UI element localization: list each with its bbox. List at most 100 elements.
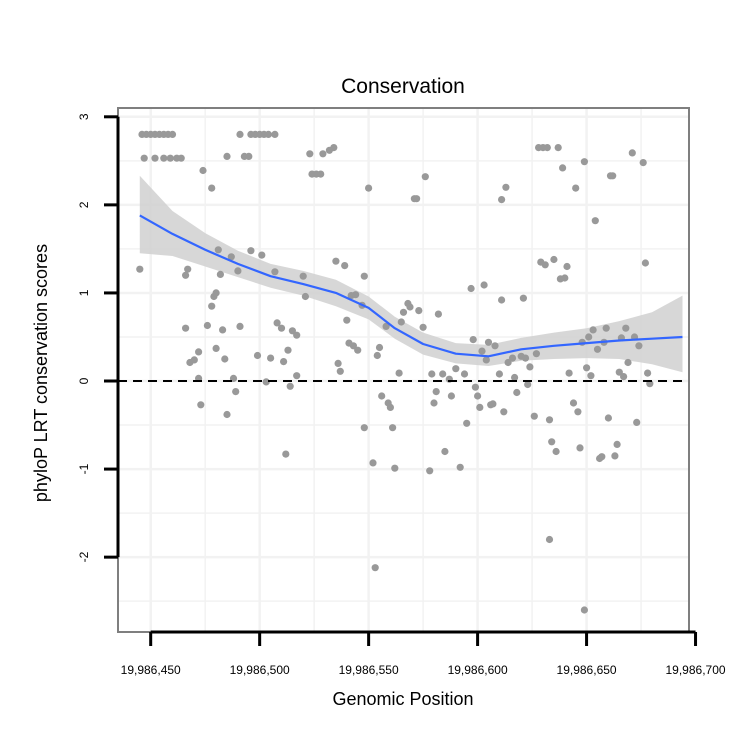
- data-point: [550, 255, 558, 264]
- data-point: [545, 416, 554, 424]
- data-point: [365, 184, 373, 192]
- data-point: [576, 444, 584, 452]
- data-point: [391, 464, 399, 472]
- data-point: [258, 251, 266, 259]
- data-point: [524, 380, 532, 389]
- chart-title: Conservation: [341, 75, 465, 98]
- data-point: [319, 150, 327, 158]
- data-point: [413, 195, 421, 203]
- data-point: [166, 154, 174, 162]
- x-tick-label: 19,986,450: [121, 663, 181, 677]
- data-point: [611, 452, 619, 460]
- data-point: [190, 356, 198, 364]
- data-point: [419, 323, 427, 331]
- data-point: [639, 159, 647, 167]
- data-point: [463, 419, 471, 427]
- data-point: [273, 319, 281, 327]
- data-point: [336, 367, 344, 375]
- data-point: [500, 408, 508, 416]
- data-point: [495, 370, 503, 378]
- data-point: [519, 294, 528, 302]
- data-point: [604, 414, 613, 422]
- data-point: [478, 347, 486, 355]
- data-point: [236, 130, 244, 138]
- data-point: [293, 372, 301, 380]
- data-point: [467, 284, 475, 293]
- y-tick-label: -2: [77, 551, 91, 562]
- data-point: [184, 265, 192, 273]
- data-point: [389, 424, 397, 432]
- data-point: [620, 373, 628, 381]
- y-tick-label: 2: [77, 201, 91, 208]
- x-tick-label: 19,986,700: [666, 663, 726, 677]
- data-point: [271, 268, 279, 276]
- data-point: [332, 257, 340, 265]
- data-point: [504, 358, 512, 367]
- data-point: [216, 270, 224, 278]
- data-point: [341, 262, 349, 270]
- data-point: [221, 355, 229, 363]
- data-point: [589, 326, 597, 334]
- data-point: [508, 354, 517, 362]
- y-axis: -2 -1 0 1 2 3: [77, 113, 120, 562]
- data-point: [253, 351, 262, 360]
- data-point: [641, 259, 650, 267]
- data-point: [195, 348, 203, 356]
- data-point: [489, 400, 497, 408]
- y-tick-label: 1: [77, 289, 91, 296]
- data-point: [644, 369, 652, 377]
- data-point: [583, 364, 591, 372]
- data-point: [563, 262, 571, 271]
- data-point: [452, 365, 460, 373]
- data-point: [236, 322, 244, 330]
- grid: [118, 108, 689, 632]
- data-point: [382, 322, 390, 330]
- data-point: [491, 342, 499, 350]
- data-point: [633, 418, 641, 426]
- data-point: [280, 358, 288, 366]
- data-point: [480, 281, 488, 289]
- data-point: [282, 450, 290, 458]
- data-point: [360, 424, 368, 432]
- data-point: [360, 272, 368, 280]
- data-point: [474, 392, 482, 400]
- data-point: [160, 154, 168, 162]
- data-point: [628, 149, 636, 157]
- data-point: [264, 130, 272, 138]
- data-point: [212, 289, 220, 297]
- data-point: [526, 363, 534, 371]
- data-point: [271, 130, 279, 138]
- y-tick-label: -1: [77, 463, 91, 474]
- data-point: [574, 408, 582, 416]
- data-point: [182, 324, 190, 332]
- data-point: [471, 383, 479, 391]
- data-point: [602, 324, 610, 332]
- data-point: [565, 369, 573, 377]
- data-point: [219, 326, 227, 334]
- x-tick-label: 19,986,550: [339, 663, 399, 677]
- data-point: [378, 392, 386, 400]
- data-point: [434, 310, 442, 318]
- data-point: [530, 412, 538, 420]
- data-point: [284, 346, 292, 354]
- data-point: [293, 331, 301, 339]
- data-point: [482, 356, 490, 364]
- data-point: [421, 173, 429, 181]
- data-point: [371, 564, 379, 572]
- data-point: [593, 345, 602, 353]
- data-point: [203, 321, 211, 330]
- data-point: [168, 130, 177, 138]
- data-point: [498, 196, 506, 204]
- data-point: [301, 292, 309, 301]
- data-point: [386, 403, 394, 411]
- data-point: [447, 392, 455, 400]
- data-point: [426, 467, 434, 475]
- data-point: [572, 184, 580, 192]
- data-point: [343, 316, 351, 324]
- data-point: [245, 152, 253, 160]
- data-point: [591, 217, 599, 225]
- data-point: [197, 401, 205, 409]
- panel-border: [117, 107, 690, 633]
- data-point: [635, 342, 643, 350]
- y-tick-label: 3: [77, 113, 91, 120]
